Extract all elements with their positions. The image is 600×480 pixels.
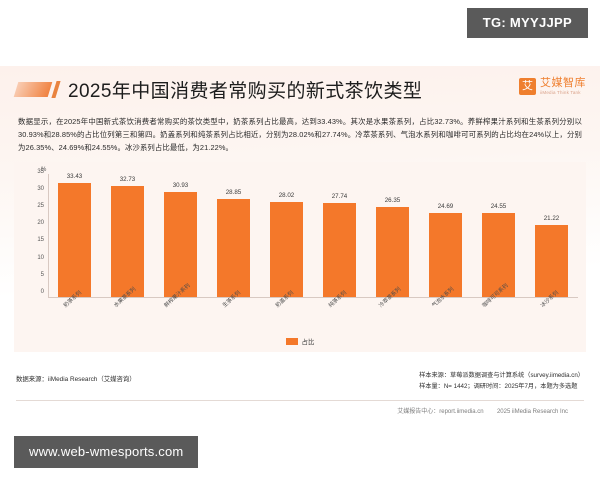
y-axis-unit-label: %	[41, 166, 47, 173]
bar-value-label: 27.74	[331, 192, 348, 200]
y-axis-tick: 35	[37, 168, 44, 175]
report-center-text: 艾媒报告中心：report.iimedia.cn	[397, 408, 484, 415]
bar-value-label: 28.85	[225, 188, 242, 196]
bar-column: 28.02 奶盖系列	[260, 178, 313, 309]
bar-column: 24.55 咖啡可可系列	[472, 178, 525, 309]
bar-value-label: 32.73	[119, 175, 136, 183]
accent-slash-icon	[51, 80, 61, 98]
chart-panel: % 0 5 10 15 20 25 30 35 33.43 奶茶系列 32.73 水果茶系列 30.9…	[14, 161, 586, 352]
chart-plot-area: 0 5 10 15 20 25 30 35 33.43 奶茶系列 32.73 水果茶系列 30.93 鲜…	[37, 169, 578, 309]
y-axis-tick: 25	[37, 203, 44, 210]
y-axis-line	[48, 173, 49, 298]
bar: 21.22	[535, 215, 568, 297]
y-axis-tick: 20	[37, 220, 44, 227]
bar-value-label: 33.43	[66, 173, 83, 181]
bar-column: 33.43 奶茶系列	[48, 173, 101, 309]
bar: 24.55	[482, 203, 515, 297]
y-axis-tick: 30	[37, 186, 44, 193]
title-accent-icon	[13, 80, 61, 98]
report-card: 2025年中国消费者常购买的新式茶饮类型 艾 艾媒智库 iiMedia Thin…	[0, 66, 600, 422]
sample-source-text: 样本来源：草莓派数据调查与计算系统（survey.iimedia.cn）	[419, 372, 584, 379]
description-text: 数据显示，在2025年中国新式茶饮消费者常购买的茶饮类型中，奶茶系列占比最高，达…	[18, 117, 582, 152]
x-axis-line	[48, 296, 578, 298]
copyright-text: 2025 iiMedia Research Inc	[496, 408, 568, 415]
brand-name-cn: 艾媒智库	[540, 77, 586, 89]
legend-label: 占比	[301, 338, 315, 346]
bar-column: 26.35 冷萃茶系列	[366, 178, 419, 309]
brand-name-en: iiMedia Think Tank	[540, 90, 581, 95]
bar-value-label: 21.22	[543, 214, 560, 222]
sample-info: 样本来源：草莓派数据调查与计算系统（survey.iimedia.cn） 样本量…	[419, 370, 584, 393]
y-axis-tick: 10	[37, 254, 44, 261]
bar: 26.35	[376, 197, 409, 297]
brand-mark-icon: 艾	[519, 78, 536, 96]
bar-column: 24.69 气泡水系列	[419, 178, 472, 309]
bar-value-label: 30.93	[172, 181, 189, 189]
brand-text: 艾媒智库 iiMedia Think Tank	[540, 78, 586, 96]
footer-divider	[16, 399, 584, 401]
page-title: 2025年中国消费者常购买的新式茶饮类型	[68, 80, 423, 102]
legend-swatch-icon	[285, 337, 298, 345]
bar-column: 32.73 水果茶系列	[101, 176, 154, 309]
data-source-text: 数据来源：iiMedia Research（艾媒咨询）	[16, 376, 136, 383]
bar: 33.43	[58, 173, 91, 297]
chart-legend: 占比	[14, 337, 586, 346]
bar-column: 21.22 冰沙系列	[525, 178, 578, 309]
bar: 28.02	[270, 192, 303, 297]
bar-column: 30.93 鲜榨果汁系列	[154, 178, 207, 309]
bar: 27.74	[323, 193, 356, 297]
accent-block-icon	[13, 81, 53, 97]
bar: 24.69	[429, 203, 462, 297]
y-axis-tick: 15	[37, 237, 44, 244]
y-axis-tick: 5	[40, 271, 44, 278]
card-header: 2025年中国消费者常购买的新式茶饮类型 艾 艾媒智库 iiMedia Thin…	[0, 66, 600, 112]
sample-size-text: 样本量：N= 1442；调研时间：2025年7月，本题为多选题	[419, 383, 578, 391]
bar: 32.73	[111, 176, 144, 297]
bar-value-label: 24.55	[490, 203, 507, 211]
url-watermark-badge: www.web-wmesports.com	[14, 436, 199, 468]
bar-value-label: 24.69	[437, 202, 454, 210]
bar-column: 28.85 生茶系列	[207, 178, 260, 309]
brand-logo: 艾 艾媒智库 iiMedia Think Tank	[519, 78, 586, 96]
tg-watermark-badge: TG: MYYJJPP	[466, 8, 588, 38]
bar: 28.85	[217, 189, 250, 297]
bar-series: 33.43 奶茶系列 32.73 水果茶系列 30.93 鲜榨果汁系列 28.85 生茶系列 2…	[48, 173, 578, 309]
bar-value-label: 28.02	[278, 191, 295, 199]
y-axis-tick: 0	[40, 288, 44, 295]
card-footer: 数据来源：iiMedia Research（艾媒咨询） 样本来源：草莓派数据调查…	[0, 364, 600, 422]
footer-report-line: 艾媒报告中心：report.iimedia.cn 2025 iiMedia Re…	[16, 406, 584, 415]
bar-column: 27.74 纯茶系列	[313, 178, 366, 309]
bar: 30.93	[164, 182, 197, 297]
bar-value-label: 26.35	[384, 197, 401, 205]
